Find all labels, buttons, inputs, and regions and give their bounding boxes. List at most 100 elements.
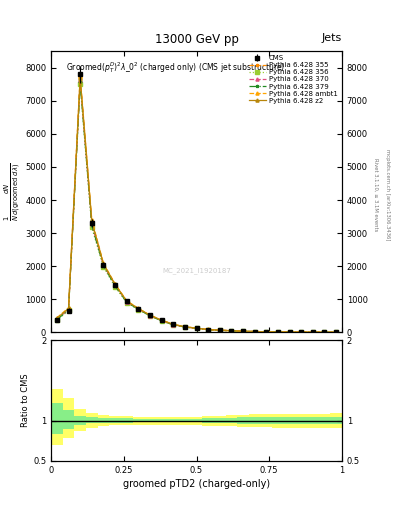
Pythia 6.428 ambt1 bbox=[275, 329, 280, 335]
Pythia 6.428 370 bbox=[171, 322, 176, 328]
Pythia 6.428 z2 bbox=[194, 325, 199, 331]
Pythia 6.428 379 bbox=[159, 317, 164, 324]
Pythia 6.428 356 bbox=[287, 329, 292, 335]
Pythia 6.428 z2 bbox=[322, 329, 327, 335]
Pythia 6.428 356 bbox=[124, 300, 129, 306]
Pythia 6.428 z2 bbox=[66, 306, 71, 312]
Pythia 6.428 356 bbox=[101, 264, 106, 270]
Pythia 6.428 z2 bbox=[124, 298, 129, 304]
Pythia 6.428 355 bbox=[299, 329, 303, 335]
Pythia 6.428 z2 bbox=[136, 306, 141, 312]
Line: Pythia 6.428 ambt1: Pythia 6.428 ambt1 bbox=[55, 74, 338, 334]
Pythia 6.428 370 bbox=[194, 325, 199, 331]
Pythia 6.428 z2 bbox=[90, 218, 94, 224]
Pythia 6.428 z2 bbox=[275, 329, 280, 335]
Pythia 6.428 356 bbox=[206, 327, 211, 333]
Text: 13000 GeV pp: 13000 GeV pp bbox=[154, 33, 239, 46]
Pythia 6.428 ambt1 bbox=[113, 281, 118, 287]
Pythia 6.428 356 bbox=[171, 322, 176, 328]
Pythia 6.428 370 bbox=[113, 282, 118, 288]
Pythia 6.428 355 bbox=[55, 316, 59, 322]
Pythia 6.428 z2 bbox=[101, 261, 106, 267]
Text: mcplots.cern.ch [arXiv:1306.3436]: mcplots.cern.ch [arXiv:1306.3436] bbox=[385, 149, 389, 240]
Pythia 6.428 ambt1 bbox=[182, 324, 187, 330]
Pythia 6.428 ambt1 bbox=[124, 297, 129, 304]
Pythia 6.428 370 bbox=[334, 329, 338, 335]
Pythia 6.428 355 bbox=[229, 328, 234, 334]
Pythia 6.428 ambt1 bbox=[55, 315, 59, 321]
Pythia 6.428 355 bbox=[252, 329, 257, 335]
Pythia 6.428 356 bbox=[264, 329, 269, 335]
Pythia 6.428 370 bbox=[275, 329, 280, 335]
Y-axis label: $\frac{1}{N}\frac{dN}{d(\mathrm{groomed}\;d\lambda)}$: $\frac{1}{N}\frac{dN}{d(\mathrm{groomed}… bbox=[2, 162, 22, 221]
Pythia 6.428 370 bbox=[229, 328, 234, 334]
Pythia 6.428 z2 bbox=[310, 329, 315, 335]
Pythia 6.428 379 bbox=[78, 79, 83, 86]
Pythia 6.428 z2 bbox=[148, 312, 152, 318]
Pythia 6.428 370 bbox=[299, 329, 303, 335]
Pythia 6.428 356 bbox=[310, 329, 315, 335]
Pythia 6.428 379 bbox=[182, 324, 187, 330]
Pythia 6.428 ambt1 bbox=[229, 328, 234, 334]
Pythia 6.428 370 bbox=[322, 329, 327, 335]
Pythia 6.428 379 bbox=[252, 329, 257, 335]
Pythia 6.428 z2 bbox=[229, 328, 234, 334]
Pythia 6.428 379 bbox=[310, 329, 315, 335]
Pythia 6.428 ambt1 bbox=[310, 329, 315, 335]
Pythia 6.428 z2 bbox=[299, 329, 303, 335]
Pythia 6.428 370 bbox=[217, 327, 222, 333]
Pythia 6.428 ambt1 bbox=[171, 321, 176, 327]
Pythia 6.428 379 bbox=[217, 327, 222, 333]
Pythia 6.428 z2 bbox=[159, 317, 164, 324]
Pythia 6.428 356 bbox=[299, 329, 303, 335]
Pythia 6.428 356 bbox=[159, 318, 164, 324]
Pythia 6.428 ambt1 bbox=[322, 329, 327, 335]
Pythia 6.428 355 bbox=[275, 329, 280, 335]
Line: Pythia 6.428 355: Pythia 6.428 355 bbox=[55, 76, 338, 334]
Pythia 6.428 370 bbox=[66, 306, 71, 312]
Line: Pythia 6.428 370: Pythia 6.428 370 bbox=[55, 78, 338, 334]
Pythia 6.428 355 bbox=[101, 261, 106, 267]
Pythia 6.428 379 bbox=[55, 316, 59, 323]
Pythia 6.428 356 bbox=[90, 224, 94, 230]
Pythia 6.428 ambt1 bbox=[194, 325, 199, 331]
Pythia 6.428 355 bbox=[159, 317, 164, 324]
Pythia 6.428 ambt1 bbox=[299, 329, 303, 335]
Legend: CMS, Pythia 6.428 355, Pythia 6.428 356, Pythia 6.428 370, Pythia 6.428 379, Pyt: CMS, Pythia 6.428 355, Pythia 6.428 356,… bbox=[246, 53, 340, 106]
Pythia 6.428 z2 bbox=[78, 75, 83, 81]
Pythia 6.428 379 bbox=[322, 329, 327, 335]
Pythia 6.428 356 bbox=[241, 328, 245, 334]
Pythia 6.428 370 bbox=[55, 316, 59, 322]
Pythia 6.428 370 bbox=[252, 329, 257, 335]
Pythia 6.428 z2 bbox=[113, 281, 118, 287]
Pythia 6.428 379 bbox=[264, 329, 269, 335]
Pythia 6.428 355 bbox=[78, 75, 83, 81]
Pythia 6.428 z2 bbox=[252, 328, 257, 334]
Pythia 6.428 355 bbox=[206, 327, 211, 333]
Text: MC_2021_I1920187: MC_2021_I1920187 bbox=[162, 267, 231, 274]
Pythia 6.428 355 bbox=[136, 306, 141, 312]
Pythia 6.428 ambt1 bbox=[264, 329, 269, 335]
Pythia 6.428 379 bbox=[275, 329, 280, 335]
Pythia 6.428 356 bbox=[275, 329, 280, 335]
Pythia 6.428 379 bbox=[148, 313, 152, 319]
Pythia 6.428 379 bbox=[124, 299, 129, 305]
Pythia 6.428 355 bbox=[171, 322, 176, 328]
Pythia 6.428 370 bbox=[101, 262, 106, 268]
Pythia 6.428 356 bbox=[182, 324, 187, 330]
Pythia 6.428 356 bbox=[55, 317, 59, 324]
Pythia 6.428 355 bbox=[113, 282, 118, 288]
Pythia 6.428 356 bbox=[194, 325, 199, 331]
Pythia 6.428 356 bbox=[148, 313, 152, 319]
Pythia 6.428 ambt1 bbox=[136, 305, 141, 311]
Pythia 6.428 370 bbox=[264, 329, 269, 335]
Pythia 6.428 355 bbox=[264, 329, 269, 335]
Pythia 6.428 ambt1 bbox=[334, 329, 338, 335]
Pythia 6.428 ambt1 bbox=[66, 305, 71, 311]
Pythia 6.428 ambt1 bbox=[148, 312, 152, 318]
Pythia 6.428 379 bbox=[206, 327, 211, 333]
Pythia 6.428 370 bbox=[182, 324, 187, 330]
Pythia 6.428 379 bbox=[287, 329, 292, 335]
Pythia 6.428 355 bbox=[241, 328, 245, 334]
Pythia 6.428 370 bbox=[124, 298, 129, 305]
